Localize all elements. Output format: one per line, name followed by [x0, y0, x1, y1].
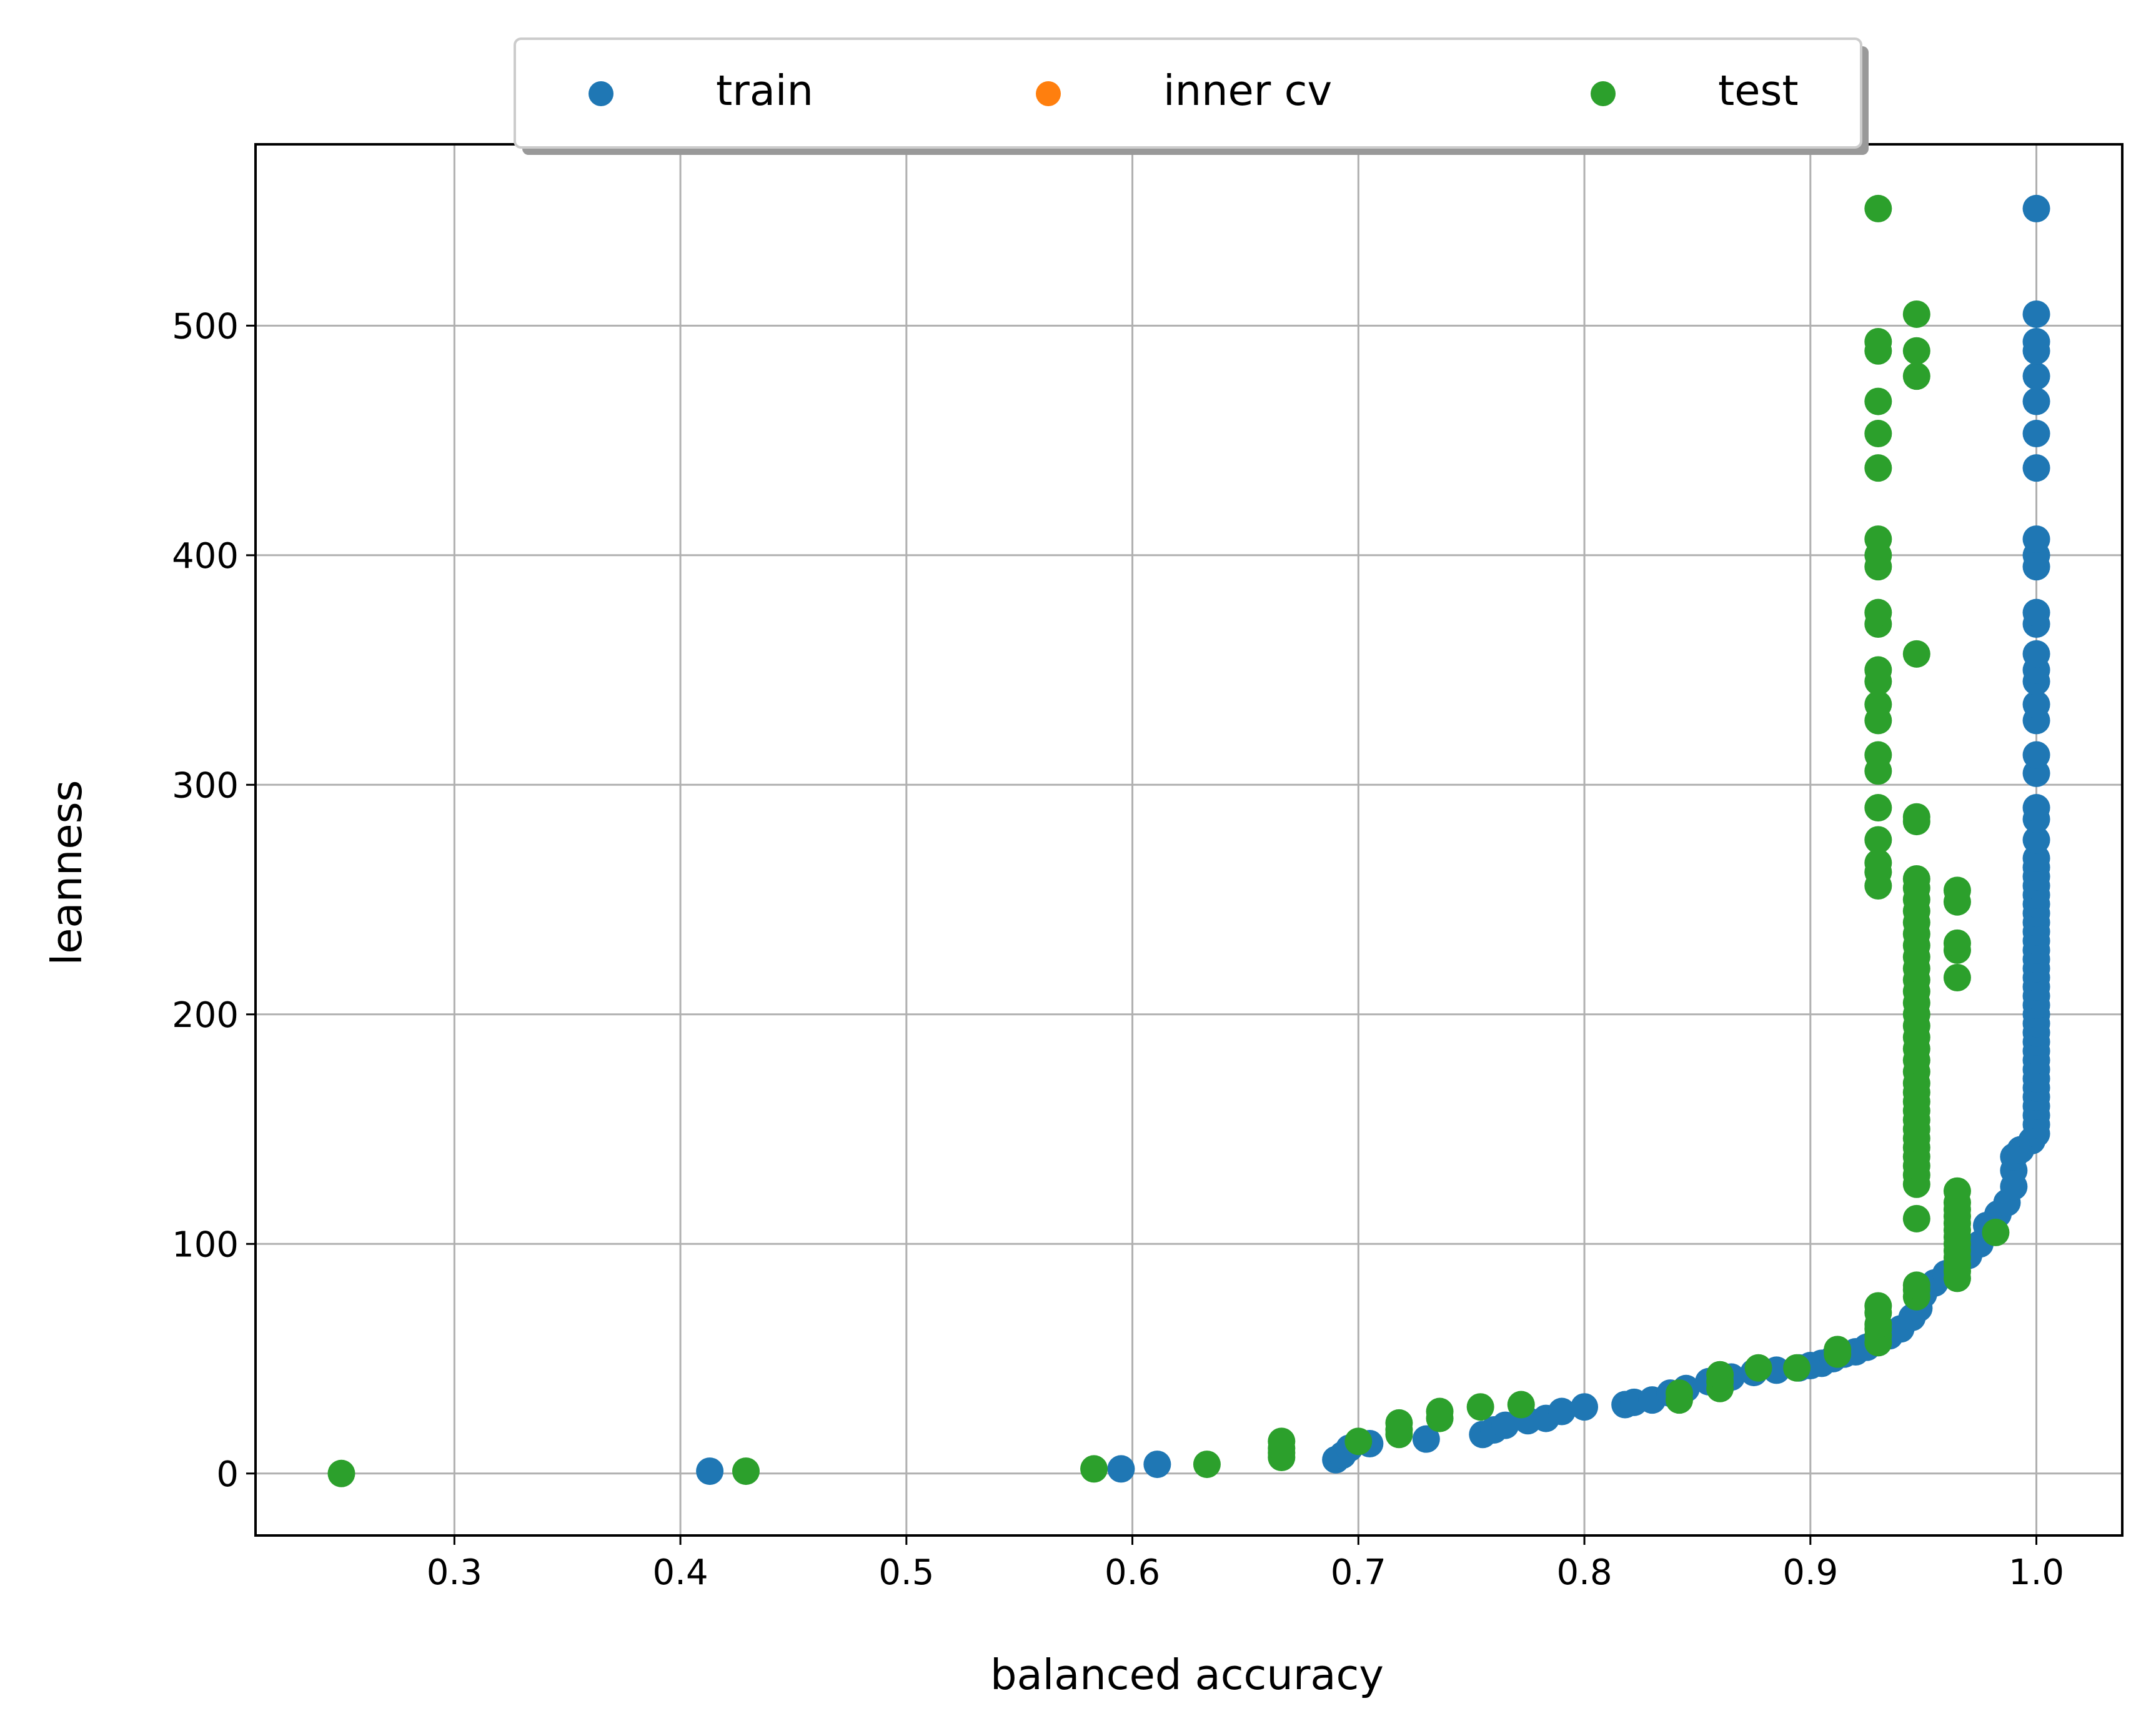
point-test — [1507, 1391, 1535, 1419]
point-test — [1902, 337, 1930, 365]
x-tick-label: 0.3 — [427, 1552, 482, 1593]
point-test — [1344, 1427, 1373, 1456]
point-train — [2022, 194, 2050, 222]
y-tick-label: 400 — [172, 536, 239, 577]
point-test — [1864, 598, 1892, 627]
legend-box — [514, 37, 1862, 149]
point-test — [1426, 1397, 1454, 1426]
point-test — [1902, 1204, 1930, 1233]
point-train — [1571, 1393, 1599, 1421]
x-axis-label: balanced accuracy — [990, 1650, 1384, 1699]
point-train — [1547, 1397, 1576, 1426]
plot-area-frame — [254, 143, 2124, 1537]
point-test — [327, 1459, 355, 1487]
point-test — [1943, 876, 1971, 905]
legend-label-train: train — [716, 66, 813, 115]
point-test — [1982, 1218, 2010, 1246]
point-train — [1107, 1455, 1135, 1483]
y-tick-label: 500 — [172, 306, 239, 347]
point-test — [1864, 849, 1892, 877]
point-train — [2022, 420, 2050, 448]
point-test — [1864, 656, 1892, 684]
point-test — [1943, 929, 1971, 957]
x-tick-label: 1.0 — [2009, 1552, 2064, 1593]
point-test — [1864, 387, 1892, 415]
x-tick-label: 0.9 — [1782, 1552, 1838, 1593]
legend-label-test: test — [1718, 66, 1799, 115]
data-points — [327, 194, 2050, 1487]
x-tick-label: 0.7 — [1331, 1552, 1386, 1593]
point-test — [1864, 690, 1892, 718]
point-test — [1193, 1451, 1221, 1479]
point-test — [1783, 1354, 1811, 1382]
legend-marker-inner-cv — [1036, 81, 1061, 106]
y-tick-label: 100 — [172, 1224, 239, 1265]
y-tick-label: 0 — [216, 1454, 239, 1495]
point-test — [1902, 640, 1930, 668]
point-train — [2022, 640, 2050, 668]
x-tick-label: 0.4 — [653, 1552, 708, 1593]
point-test — [732, 1457, 760, 1486]
point-test — [1824, 1336, 1852, 1364]
point-train — [2022, 362, 2050, 390]
point-test — [1902, 803, 1930, 831]
point-test — [1864, 194, 1892, 222]
point-test — [1466, 1393, 1494, 1421]
legend-marker-train — [589, 81, 614, 106]
x-tick-label: 0.5 — [878, 1552, 934, 1593]
point-test — [1385, 1409, 1413, 1437]
point-test — [1080, 1455, 1108, 1483]
point-train — [2022, 525, 2050, 553]
x-tick-label: 0.8 — [1557, 1552, 1612, 1593]
point-train — [2022, 598, 2050, 627]
point-test — [1864, 794, 1892, 822]
point-train — [1491, 1411, 1519, 1439]
y-tick-label: 300 — [172, 765, 239, 806]
point-train — [2022, 826, 2050, 854]
x-tick-label: 0.6 — [1105, 1552, 1160, 1593]
grid — [256, 144, 2122, 1535]
point-train — [2022, 741, 2050, 769]
point-test — [1864, 454, 1892, 482]
point-test — [1902, 362, 1930, 390]
point-test — [1706, 1361, 1734, 1389]
point-test — [1744, 1354, 1772, 1382]
point-train — [2022, 300, 2050, 328]
legend: train inner cv test — [514, 37, 1869, 155]
point-test — [1864, 741, 1892, 769]
point-test — [1902, 300, 1930, 328]
point-test — [1665, 1379, 1693, 1407]
axis-ticks: 0.3 0.4 0.5 0.6 0.7 0.8 0.9 1.0 0 100 200 300 400 500 — [172, 306, 2064, 1593]
point-test — [1864, 420, 1892, 448]
point-train — [1412, 1425, 1440, 1453]
point-train — [2022, 690, 2050, 718]
point-test — [1902, 865, 1930, 893]
point-train — [696, 1457, 724, 1486]
point-test — [1864, 826, 1892, 854]
point-test — [1902, 1271, 1930, 1299]
point-test — [1864, 328, 1892, 356]
y-axis-label: leanness — [42, 780, 91, 966]
y-tick-label: 200 — [172, 995, 239, 1036]
point-train — [2022, 328, 2050, 356]
point-train — [2022, 794, 2050, 822]
point-test — [1943, 963, 1971, 991]
point-test — [1864, 525, 1892, 553]
point-test — [1864, 1292, 1892, 1320]
point-test — [1268, 1427, 1296, 1456]
point-test — [1943, 1177, 1971, 1205]
point-train — [2022, 454, 2050, 482]
legend-label-inner-cv: inner cv — [1163, 66, 1332, 115]
point-train — [2022, 387, 2050, 415]
point-train — [1143, 1451, 1171, 1479]
legend-marker-test — [1591, 81, 1616, 106]
